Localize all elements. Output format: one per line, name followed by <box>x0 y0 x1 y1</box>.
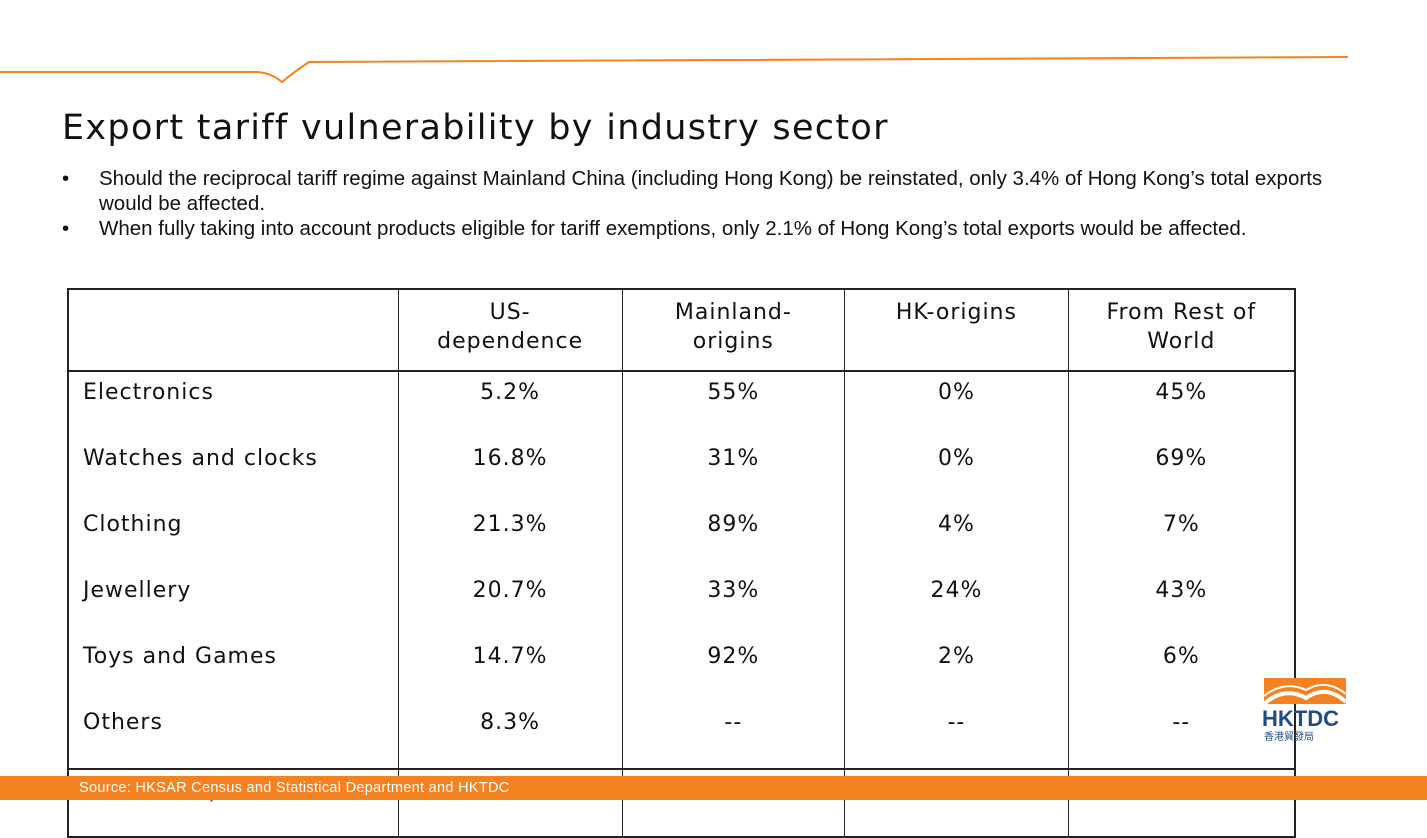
hk-origins-cell: -- <box>844 702 1069 769</box>
us-dependence-cell: 14.7% <box>398 636 623 702</box>
logo-subtitle: 香港貿發局 <box>1264 730 1314 743</box>
us-dependence-cell: 20.7% <box>398 570 623 636</box>
logo-wordmark: HKTDC <box>1262 706 1339 731</box>
bullet-text: Should the reciprocal tariff regime agai… <box>99 167 1323 215</box>
hk-origins-cell: 4% <box>844 504 1069 570</box>
header-rest-of-world-label: From Rest of World <box>1106 300 1257 354</box>
mainland-origins-cell: 55% <box>622 371 846 438</box>
sector-cell: Clothing <box>68 504 399 570</box>
hktdc-logo-icon: HKTDC 香港貿發局 <box>1262 678 1348 743</box>
bullet-list: • Should the reciprocal tariff regime ag… <box>62 166 1342 241</box>
us-dependence-cell: 5.2% <box>398 371 623 438</box>
bullet-item: • Should the reciprocal tariff regime ag… <box>62 166 1342 216</box>
sector-cell: Watches and clocks <box>68 438 399 504</box>
bullet-text: When fully taking into account products … <box>99 217 1247 240</box>
rest-of-world-cell: 6% <box>1162 644 1200 669</box>
us-dependence-cell: 8.3% <box>398 702 623 769</box>
header-sector <box>68 289 399 372</box>
sector-cell: Toys and Games <box>68 636 399 702</box>
table-row: Toys and Games 14.7% 92% 2% 6% <box>68 636 1295 702</box>
hk-origins-cell: 2% <box>844 636 1069 702</box>
header-mainland-origins-label: Mainland-origins <box>674 300 792 354</box>
mainland-origins-cell: 33% <box>622 570 846 636</box>
table-header-row: US-dependence Mainland-origins HK-origin… <box>68 289 1295 372</box>
top-divider-line <box>0 56 1349 84</box>
header-mainland-origins: Mainland-origins <box>622 289 846 372</box>
rest-of-world-cell: 7% <box>1162 512 1200 537</box>
bullet-marker: • <box>62 217 70 240</box>
header-us-dependence-label: US-dependence <box>437 300 584 354</box>
footer-source: Source: HKSAR Census and Statistical Dep… <box>79 780 510 796</box>
rest-of-world-cell: 45% <box>1155 380 1208 405</box>
sector-cell: Jewellery <box>68 570 399 636</box>
table-row: Others 8.3% -- -- -- <box>68 702 1295 769</box>
table-row: Electronics 5.2% 55% 0% 45% <box>68 371 1295 438</box>
bullet-marker: • <box>62 167 70 190</box>
mainland-origins-cell: -- <box>622 702 846 769</box>
mainland-origins-cell: 92% <box>622 636 846 702</box>
rest-of-world-cell: 69% <box>1155 446 1208 471</box>
table-row: Clothing 21.3% 89% 4% 7% <box>68 504 1295 570</box>
hk-origins-cell: 0% <box>844 438 1069 504</box>
rest-of-world-cell: -- <box>1172 710 1191 735</box>
sector-vulnerability-table: US-dependence Mainland-origins HK-origin… <box>67 288 1296 838</box>
header-hk-origins: HK-origins <box>844 289 1069 372</box>
table-row: Jewellery 20.7% 33% 24% 43% <box>68 570 1295 636</box>
mainland-origins-cell: 31% <box>622 438 846 504</box>
sector-cell: Electronics <box>68 371 399 438</box>
us-dependence-cell: 16.8% <box>398 438 623 504</box>
header-rest-of-world: From Rest of World <box>1068 289 1295 372</box>
table-row: Watches and clocks 16.8% 31% 0% 69% <box>68 438 1295 504</box>
footer-bar: Source: HKSAR Census and Statistical Dep… <box>0 776 1427 800</box>
rest-of-world-cell: 43% <box>1155 578 1208 603</box>
sector-cell: Others <box>68 702 399 769</box>
mainland-origins-cell: 89% <box>622 504 846 570</box>
header-us-dependence: US-dependence <box>398 289 623 372</box>
hk-origins-cell: 0% <box>844 371 1069 438</box>
us-dependence-cell: 21.3% <box>398 504 623 570</box>
hk-origins-cell: 24% <box>844 570 1069 636</box>
page-title: Export tariff vulnerability by industry … <box>62 108 889 148</box>
bullet-item: • When fully taking into account product… <box>62 216 1342 241</box>
